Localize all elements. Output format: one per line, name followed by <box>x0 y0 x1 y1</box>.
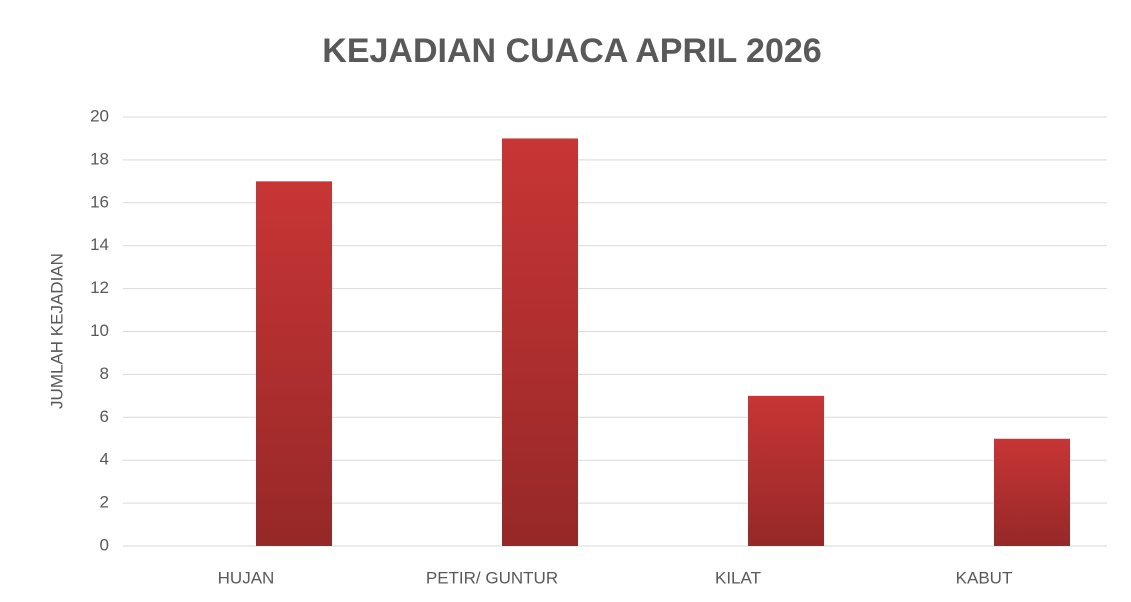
bar <box>256 181 332 546</box>
bar <box>748 395 824 546</box>
x-tick-label: HUJAN <box>218 568 275 587</box>
y-tick-label: 12 <box>90 278 109 297</box>
bar <box>994 438 1070 546</box>
bar <box>502 138 578 546</box>
y-tick-label: 6 <box>100 407 109 426</box>
y-tick-label: 18 <box>90 149 109 168</box>
y-tick-label: 0 <box>100 535 109 554</box>
y-tick-label: 8 <box>100 364 109 383</box>
chart-title: KEJADIAN CUACA APRIL 2026 <box>322 32 821 70</box>
x-tick-label: PETIR/ GUNTUR <box>426 568 558 587</box>
y-tick-label: 4 <box>100 450 109 469</box>
y-tick-label: 10 <box>90 321 109 340</box>
y-tick-label: 2 <box>100 493 109 512</box>
y-tick-label: 14 <box>90 235 109 254</box>
x-tick-label: KILAT <box>715 568 761 587</box>
y-tick-label: 20 <box>90 106 109 125</box>
y-axis-label: JUMLAH KEJADIAN <box>47 253 66 409</box>
y-tick-label: 16 <box>90 192 109 211</box>
x-tick-label: KABUT <box>956 568 1013 587</box>
